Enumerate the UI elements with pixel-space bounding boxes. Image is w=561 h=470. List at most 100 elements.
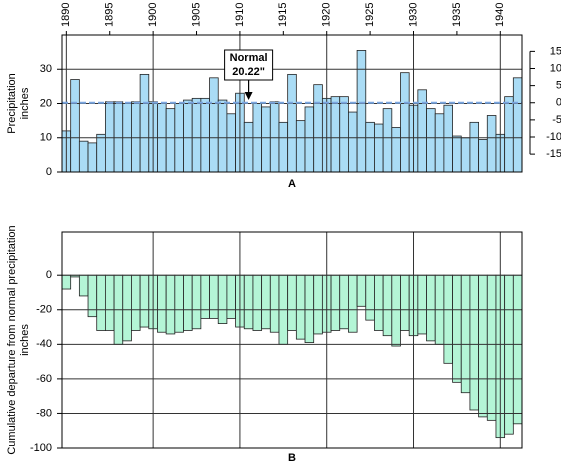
bar <box>131 101 141 173</box>
bar <box>469 121 480 173</box>
bar <box>304 106 315 173</box>
y-tick-label: -100 <box>30 442 52 454</box>
bar <box>104 274 115 331</box>
bar <box>417 274 427 335</box>
bar <box>348 274 358 333</box>
y-axis-label: Cumulative departure from normal precipi… <box>6 225 18 454</box>
bar <box>183 99 193 173</box>
bar <box>61 274 72 290</box>
bar <box>139 73 150 173</box>
y-tick-label: 30 <box>40 63 52 75</box>
bar <box>243 274 254 330</box>
y-tick-label: 20 <box>40 97 52 109</box>
x-tick-label: 1925 <box>364 3 376 27</box>
bar <box>78 274 89 297</box>
bar <box>104 101 115 173</box>
bar <box>365 121 375 173</box>
bar <box>261 106 271 173</box>
bar <box>78 140 89 173</box>
bar <box>183 274 193 331</box>
bar <box>356 50 367 173</box>
bar <box>96 133 106 173</box>
bar <box>87 274 98 318</box>
bar <box>374 274 384 331</box>
bar <box>243 121 254 173</box>
bar <box>391 127 401 173</box>
bar <box>330 274 341 331</box>
bar <box>348 111 358 173</box>
bar <box>217 99 228 173</box>
y2-tick-label: 10 <box>550 62 561 74</box>
bar <box>87 142 98 173</box>
bar <box>191 97 202 173</box>
bar <box>452 274 462 383</box>
bar <box>200 274 210 319</box>
bar <box>434 113 445 173</box>
bar <box>96 274 106 331</box>
bar <box>209 274 219 319</box>
bar <box>295 274 306 340</box>
y-axis-label: Precipitation <box>6 73 18 134</box>
bar <box>252 274 263 331</box>
annotation-text: 20.22" <box>232 66 265 78</box>
y-axis-label: inches <box>19 87 31 119</box>
bar <box>339 96 349 173</box>
y-tick-label: -40 <box>36 338 52 350</box>
y-tick-label: 10 <box>40 132 52 144</box>
bar <box>269 101 280 173</box>
bar <box>374 123 384 173</box>
bar <box>400 274 410 331</box>
bar <box>313 274 323 335</box>
plot-frame <box>61 231 523 449</box>
x-tick-label: 1915 <box>277 3 289 27</box>
bar <box>486 115 497 173</box>
x-tick-label: 1895 <box>104 3 116 27</box>
y2-tick-label: 0 <box>556 97 561 109</box>
bar <box>287 274 297 331</box>
bar <box>460 274 471 394</box>
bar <box>261 274 271 330</box>
bar <box>512 77 523 173</box>
bar <box>330 96 341 173</box>
bar <box>426 274 436 342</box>
panel-letter: A <box>288 178 296 190</box>
bar <box>478 139 488 173</box>
bar <box>469 274 480 411</box>
y2-tick-label: 5 <box>556 80 561 92</box>
annotation-text: Normal <box>230 52 268 64</box>
bar <box>443 104 453 173</box>
bar <box>191 274 202 330</box>
x-tick-label: 1940 <box>494 3 506 27</box>
bar <box>443 274 453 364</box>
bar <box>226 113 236 173</box>
annotation-box <box>224 49 274 81</box>
bar <box>365 274 375 321</box>
bar <box>209 77 219 173</box>
bar <box>122 274 132 342</box>
bar <box>287 73 297 173</box>
y-tick-label: -20 <box>36 304 52 316</box>
bar <box>452 135 462 173</box>
arrow-head <box>244 92 253 100</box>
plot-frame <box>61 34 523 173</box>
bar <box>460 137 471 173</box>
x-tick-label: 1935 <box>451 3 463 27</box>
x-tick-label: 1910 <box>234 3 246 27</box>
bar <box>382 274 393 337</box>
bar <box>304 274 315 343</box>
bar <box>382 108 393 173</box>
bar <box>512 274 523 425</box>
bar <box>478 274 488 418</box>
bar <box>313 84 323 173</box>
x-tick-label: 1905 <box>190 3 202 27</box>
panel-letter: B <box>288 452 296 464</box>
y-tick-label: 0 <box>46 269 52 281</box>
bar <box>174 274 184 333</box>
bar <box>504 96 514 173</box>
x-tick-label: 1930 <box>407 3 419 27</box>
bar <box>356 274 367 307</box>
bar <box>504 274 514 435</box>
y2-tick-label: 15 <box>550 45 561 57</box>
bar <box>426 108 436 173</box>
